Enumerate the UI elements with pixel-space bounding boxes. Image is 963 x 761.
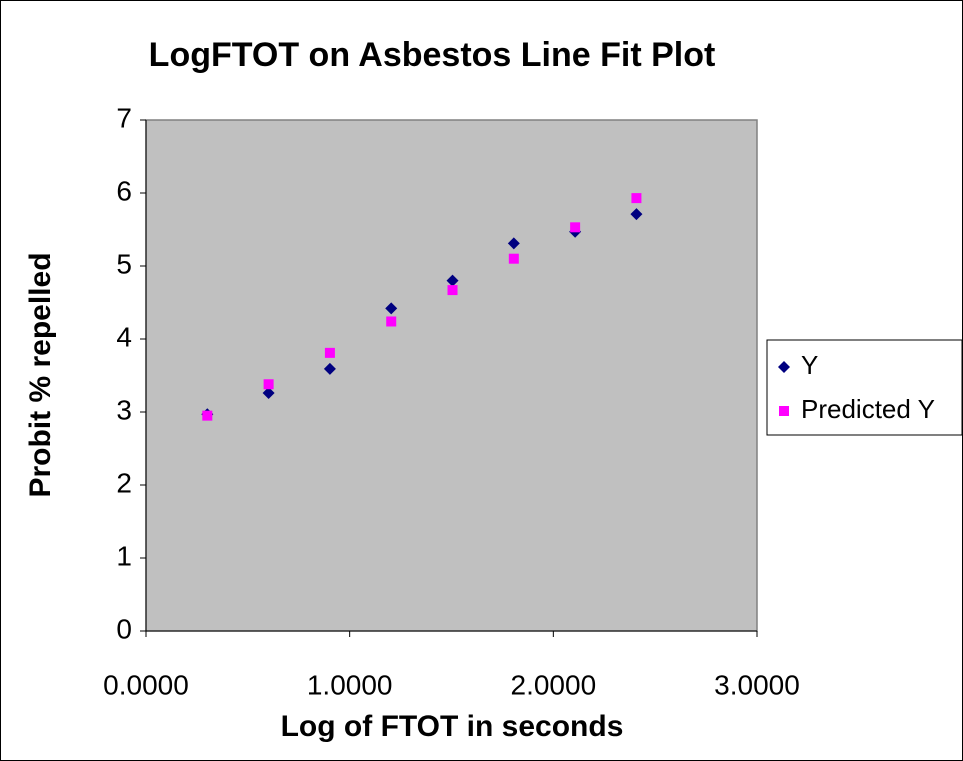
y-tick-label: 6 [116, 175, 132, 206]
point [385, 302, 398, 315]
x-tick-label: 2.0000 [511, 669, 597, 700]
x-tick-label: 0.0000 [103, 669, 189, 700]
legend-box [766, 339, 963, 436]
plot-area [145, 119, 758, 632]
point [447, 285, 458, 296]
point [323, 362, 336, 375]
point [263, 379, 274, 390]
y-tick-label: 1 [116, 540, 132, 571]
y-axis-label: Probit % repelled [24, 252, 57, 497]
chart-title: LogFTOT on Asbestos Line Fit Plot [149, 36, 716, 74]
x-tick-label: 1.0000 [307, 669, 393, 700]
y-tick-label: 7 [116, 102, 132, 133]
y-tick-label: 4 [116, 321, 132, 352]
point [631, 193, 642, 204]
point [386, 316, 397, 327]
point [630, 208, 643, 221]
legend-label: Y [801, 350, 818, 380]
point [324, 347, 335, 358]
legend-label: Predicted Y [801, 394, 935, 424]
point [507, 237, 520, 250]
y-tick-label: 5 [116, 248, 132, 279]
y-tick-label: 0 [116, 613, 132, 644]
legend-marker [779, 406, 789, 416]
point [262, 387, 275, 400]
point [446, 274, 459, 287]
y-tick-label: 3 [116, 394, 132, 425]
x-axis-label: Log of FTOT in seconds [281, 710, 624, 743]
x-tick-label: 3.0000 [714, 669, 800, 700]
point [202, 410, 213, 421]
legend-marker [778, 361, 790, 373]
point [508, 253, 519, 264]
point [570, 222, 581, 233]
y-tick-label: 2 [116, 467, 132, 498]
